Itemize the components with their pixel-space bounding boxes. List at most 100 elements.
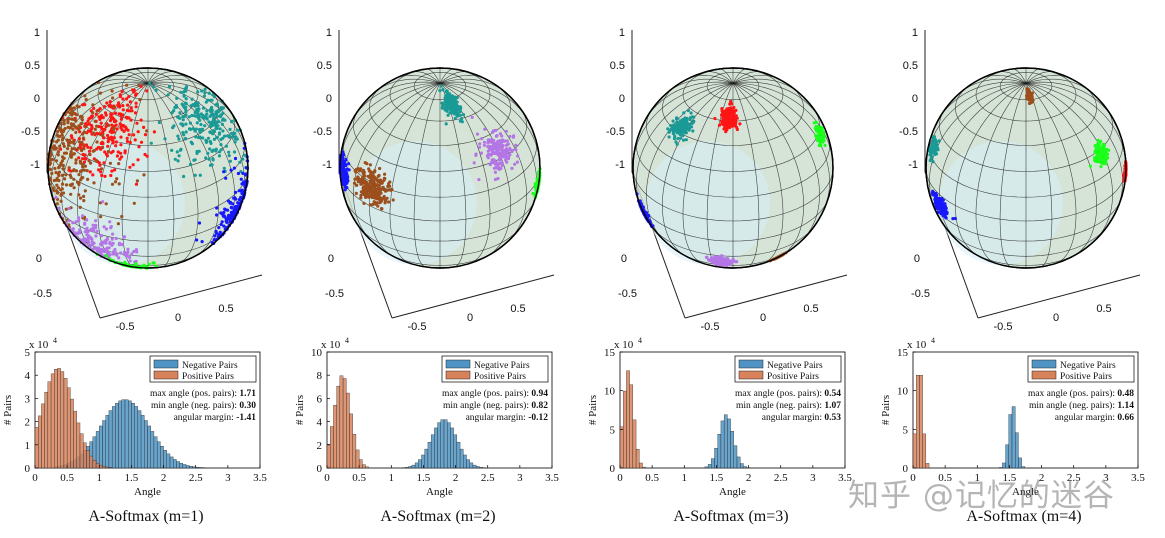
sphere-data-point: [937, 139, 942, 143]
sphere-data-point: [74, 169, 79, 173]
sphere-data-point: [491, 160, 495, 165]
histogram-x-tick-label: 2.5: [774, 472, 788, 484]
sphere-data-point: [86, 235, 90, 240]
histogram-bar: [105, 415, 110, 469]
sphere-data-point: [70, 147, 74, 151]
legend-positive-swatch: [738, 370, 764, 380]
panel-caption: A-Softmax (m=1): [88, 508, 203, 525]
sphere-data-point: [447, 97, 451, 101]
histogram-2: 0 0.5 1 1.5 2 2.5 3 3.5 0 2 4 6 8 10x 10 4 Angle # Pairs…: [294, 336, 559, 525]
sphere-data-point: [673, 127, 677, 131]
sphere-data-point: [369, 186, 374, 190]
histogram-stat-line: max angle (pos. pairs): 0.94: [442, 388, 548, 399]
histogram-bar: [47, 381, 52, 469]
sphere-data-point: [143, 133, 148, 137]
histogram-bar: [475, 466, 480, 469]
sphere-data-point: [58, 128, 62, 132]
sphere-data-point: [91, 223, 95, 227]
histogram-bar: [66, 387, 71, 469]
sphere-data-point: [120, 128, 124, 132]
legend-negative-swatch: [445, 359, 471, 369]
sphere-data-point: [720, 260, 725, 264]
sphere-data-point: [510, 166, 514, 170]
sphere-data-point: [120, 243, 125, 247]
sphere-data-point: [371, 180, 375, 184]
sphere-data-point: [70, 106, 74, 110]
sphere-longitude-line: [147, 71, 175, 84]
sphere-data-point: [87, 117, 91, 121]
histogram-stat-line: min angle (neg. pairs): 1.14: [1029, 400, 1134, 411]
histogram-bar: [108, 410, 113, 469]
sphere-z-tick-label: -1: [908, 159, 918, 171]
sphere-data-point: [98, 132, 102, 136]
sphere-data-point: [81, 157, 85, 161]
sphere-data-point: [217, 232, 221, 236]
sphere-data-point: [823, 143, 827, 147]
sphere-data-point: [934, 138, 938, 142]
legend-negative-label: Negative Pairs: [474, 361, 530, 371]
sphere-data-point: [70, 113, 74, 117]
sphere-longitude-line: [732, 82, 830, 213]
histogram-y-tick-label: 0: [25, 463, 31, 475]
histogram-bar: [92, 460, 97, 469]
sphere-data-point: [54, 159, 59, 163]
sphere-data-point: [470, 115, 474, 119]
histogram-bar: [919, 375, 923, 469]
sphere-data-point: [816, 126, 820, 130]
histogram-x-tick-label: 2: [1039, 472, 1045, 484]
sphere-data-point: [139, 140, 144, 144]
histogram-bar: [57, 368, 61, 469]
sphere-data-point: [729, 99, 733, 104]
sphere-data-point: [725, 107, 729, 111]
sphere-data-point: [77, 173, 81, 177]
sphere-data-point: [510, 148, 514, 153]
sphere-data-point: [70, 109, 74, 113]
histogram-bar: [70, 398, 74, 469]
sphere-data-point: [385, 188, 389, 192]
sphere-data-point: [689, 111, 693, 115]
sphere-data-point: [179, 90, 183, 94]
sphere-data-point: [1097, 145, 1101, 149]
histogram-y-tick-label: 15: [897, 347, 909, 359]
sphere-data-point: [383, 172, 387, 176]
sphere-data-point: [199, 122, 203, 127]
sphere-data-point: [458, 109, 462, 114]
sphere-data-point: [229, 168, 233, 172]
histogram-y-exponent: x 10: [29, 339, 49, 351]
sphere-data-point: [458, 113, 462, 117]
sphere-data-point: [231, 202, 235, 206]
sphere-data-point: [110, 89, 114, 93]
sphere-data-point: [86, 129, 90, 133]
sphere-data-point: [69, 122, 73, 126]
sphere-data-point: [167, 84, 172, 89]
sphere-data-point: [57, 206, 61, 210]
sphere-longitude-line: [439, 81, 528, 119]
sphere-data-point: [368, 163, 372, 167]
sphere-data-point: [106, 144, 110, 148]
histogram-bar: [182, 464, 187, 469]
sphere-x-axis-line: [99, 274, 263, 319]
sphere-data-point: [174, 105, 179, 109]
sphere-z-tick-label: 1: [912, 27, 918, 39]
sphere-data-point: [1106, 156, 1110, 160]
histogram-bar: [740, 463, 744, 469]
sphere-data-point: [57, 166, 61, 170]
sphere-data-point: [707, 258, 712, 262]
sphere-data-point: [734, 108, 738, 112]
sphere-y-tick-label: -0.5: [33, 288, 52, 300]
sphere-data-point: [940, 204, 944, 208]
histogram-bar: [95, 462, 100, 469]
histogram-bar: [635, 448, 640, 469]
histogram-bar: [54, 369, 58, 469]
sphere-data-point: [113, 247, 117, 252]
sphere-data-point: [102, 240, 106, 244]
sphere-data-point: [134, 92, 138, 96]
sphere-data-point: [83, 157, 87, 161]
sphere-data-point: [690, 121, 694, 126]
histogram-bar: [440, 419, 445, 469]
sphere-data-point: [120, 214, 124, 219]
sphere-data-point: [184, 122, 188, 126]
sphere-data-point: [104, 227, 108, 231]
sphere-data-point: [208, 98, 212, 102]
sphere-data-point: [178, 111, 182, 115]
